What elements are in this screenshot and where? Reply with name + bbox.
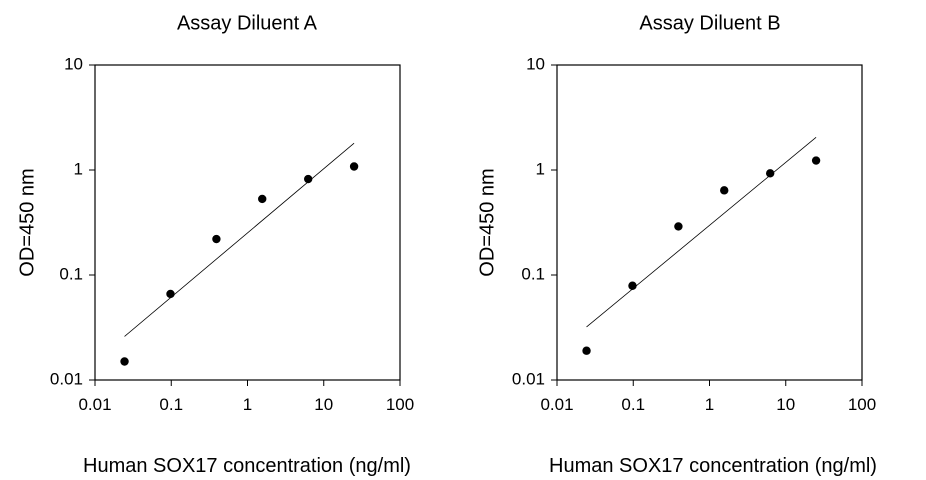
fit-line [586, 136, 817, 328]
y-axis-label: OD=450 nm [16, 168, 38, 276]
x-tick-label: 100 [386, 395, 414, 414]
data-point [258, 194, 267, 204]
chart-panel-2: Assay Diluent B 0.01 0.1 1 10 100 0.01 0.1 1 10 Hu… [476, 12, 877, 477]
x-tick-label: 0.1 [621, 395, 645, 414]
data-point [349, 162, 359, 171]
y-tick-label: 1 [74, 159, 83, 178]
x-tick-label: 0.01 [540, 395, 573, 414]
y-tick-label: 10 [526, 54, 545, 73]
x-tick-label: 1 [243, 395, 252, 414]
data-point [720, 186, 729, 195]
x-axis-label: Human SOX17 concentration (ng/ml) [549, 455, 877, 477]
plot-frame [94, 64, 401, 381]
chart-title: Assay Diluent A [177, 12, 318, 34]
y-tick-label: 0.01 [50, 369, 83, 388]
plot-frame [556, 64, 863, 381]
data-point [120, 357, 129, 366]
fit-line [124, 142, 355, 337]
x-tick-label: 100 [848, 395, 876, 414]
y-tick-label: 0.01 [512, 369, 545, 388]
chart-title: Assay Diluent B [639, 12, 780, 34]
data-point [765, 169, 775, 178]
data-point [212, 234, 221, 244]
x-tick-label: 10 [776, 395, 795, 414]
x-axis-label: Human SOX17 concentration (ng/ml) [83, 455, 411, 477]
x-tick-label: 0.01 [78, 395, 111, 414]
x-tick-label: 0.1 [159, 395, 183, 414]
x-tick-label: 1 [705, 395, 714, 414]
data-point [674, 222, 683, 231]
data-point [582, 346, 591, 355]
y-tick-label: 10 [64, 54, 83, 73]
data-point [811, 156, 821, 165]
y-axis-label: OD=450 nm [476, 168, 498, 276]
data-point [628, 281, 637, 290]
y-tick-label: 0.1 [521, 264, 545, 283]
chart-panel-1: Assay Diluent A 0.01 0.1 1 10 100 0.01 0.1 1 10 Hu… [16, 12, 414, 477]
data-point [166, 289, 175, 299]
x-tick-label: 10 [314, 395, 333, 414]
data-point [303, 174, 313, 184]
y-tick-label: 0.1 [59, 264, 83, 283]
y-tick-label: 1 [536, 159, 545, 178]
